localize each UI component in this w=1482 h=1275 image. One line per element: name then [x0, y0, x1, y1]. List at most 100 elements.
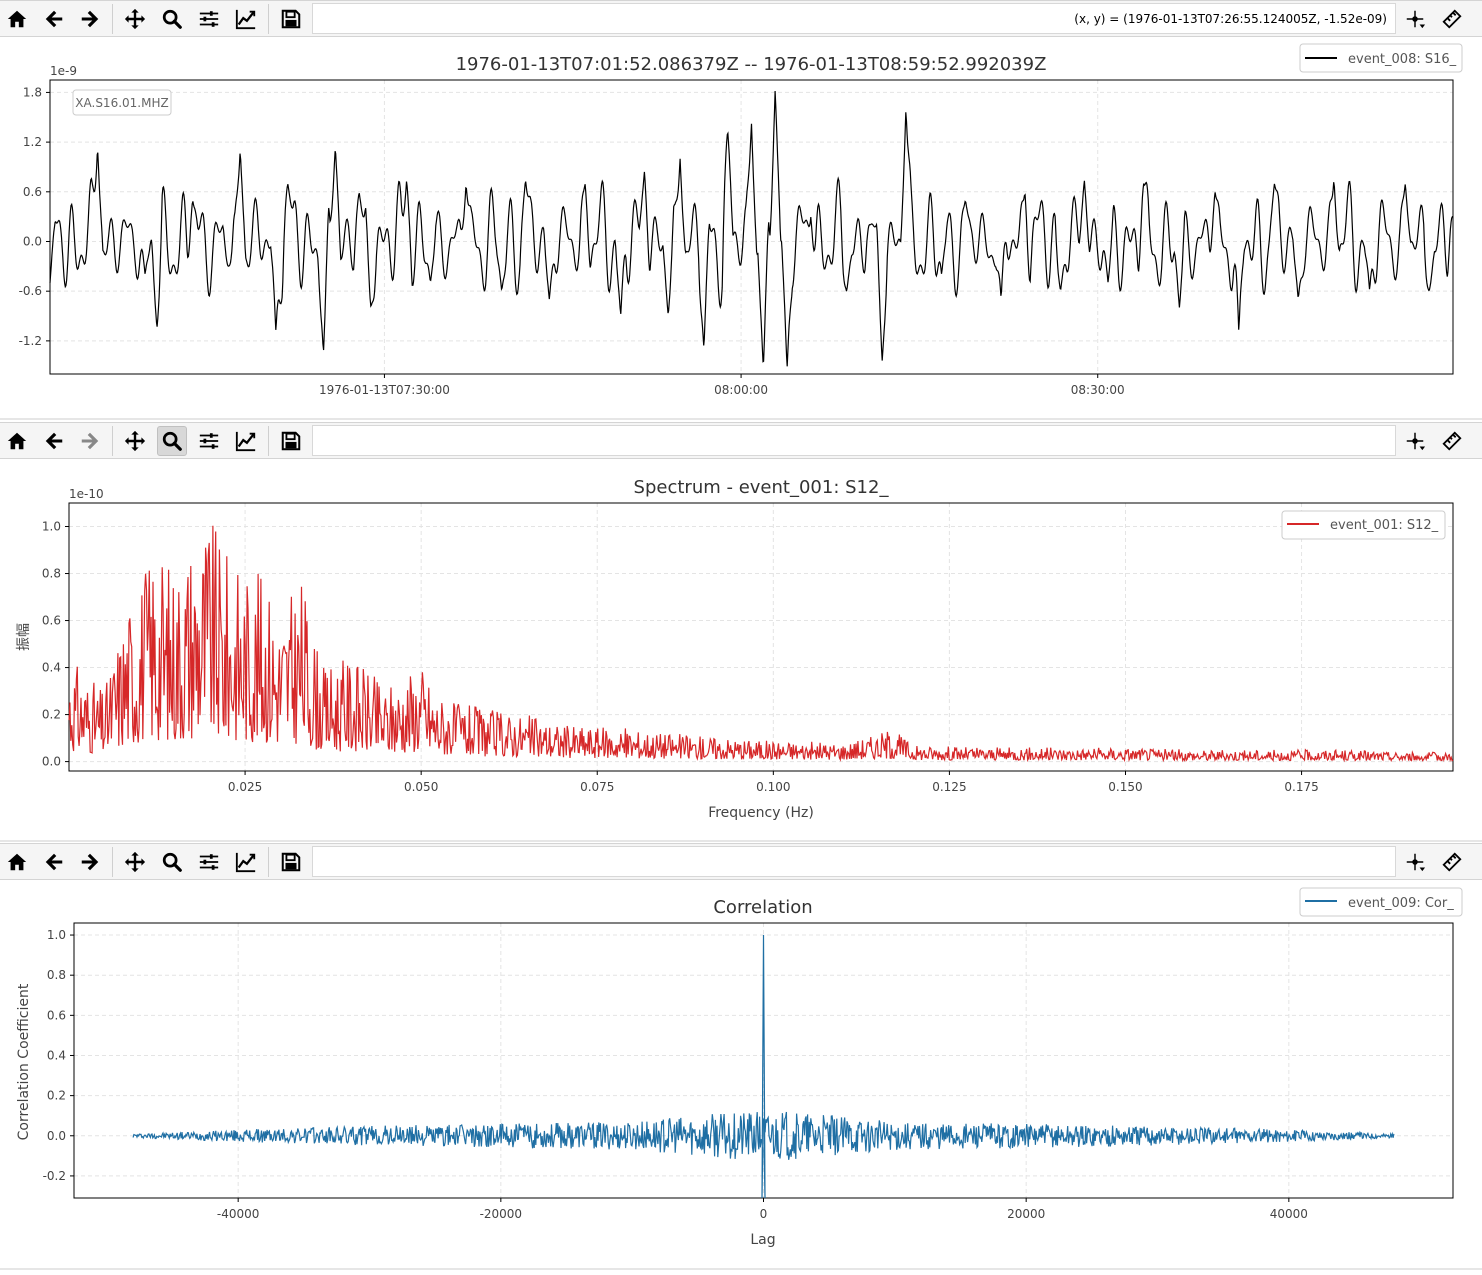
edit-axes-icon [235, 9, 256, 30]
y-offset-label: 1e-9 [50, 64, 77, 78]
pan-icon [124, 851, 146, 873]
y-tick-label: 0.2 [47, 1089, 66, 1103]
legend: event_008: S16_ [1299, 43, 1463, 73]
ruler-button[interactable] [1437, 847, 1467, 877]
configure-subplots-button[interactable] [194, 426, 224, 456]
panel-divider [0, 1268, 1482, 1270]
save-button[interactable] [276, 847, 306, 877]
toolbar-separator [112, 426, 113, 456]
crosshair-icon [1406, 432, 1426, 451]
configure-subplots-icon [199, 433, 219, 449]
pan-button[interactable] [120, 847, 150, 877]
spectrum-line [68, 525, 1454, 763]
panel-divider [0, 418, 1482, 420]
home-button[interactable] [2, 4, 32, 34]
x-tick-label: 40000 [1270, 1207, 1308, 1221]
legend-label: event_001: S12_ [1330, 518, 1439, 533]
coordinate-readout: (x, y) = (1976-01-13T07:26:55.124005Z, -… [1074, 12, 1387, 26]
ruler-button[interactable] [1437, 4, 1467, 34]
forward-icon [81, 853, 99, 871]
y-tick-label: 1.0 [42, 520, 61, 534]
crosshair-button[interactable] [1400, 847, 1430, 877]
back-button[interactable] [39, 426, 69, 456]
edit-axes-icon [235, 431, 256, 452]
zoom-button[interactable] [157, 4, 187, 34]
toolbar-separator [268, 847, 269, 877]
x-tick-label: 0 [760, 1207, 768, 1221]
toolbar-1: (x, y) = (1976-01-13T07:26:55.124005Z, -… [0, 0, 1482, 37]
zoom-button[interactable] [157, 847, 187, 877]
x-tick-label: 1976-01-13T07:30:00 [319, 383, 450, 397]
legend-label: event_009: Cor_ [1348, 896, 1454, 911]
x-tick-label: -40000 [217, 1207, 260, 1221]
edit-axes-icon [235, 852, 256, 873]
crosshair-button[interactable] [1400, 4, 1430, 34]
forward-button[interactable] [75, 4, 105, 34]
y-tick-label: -1.2 [19, 334, 42, 348]
ruler-icon [1442, 9, 1462, 29]
correlation-line [132, 934, 1395, 1199]
correlation-chart[interactable]: -0.2 0.0 0.2 0.4 0.6 0.8 1.0 -40000 -20000 0 2000… [0, 880, 1482, 1270]
plot-frame [68, 502, 1454, 772]
y-tick-label: 1.0 [47, 928, 66, 942]
back-button[interactable] [39, 4, 69, 34]
save-button[interactable] [276, 4, 306, 34]
y-axis-label: Correlation Coefficient [16, 983, 32, 1140]
station-label-box [72, 89, 172, 116]
waveform-chart[interactable]: 1.8 1.2 0.6 0.0 -0.6 -1.2 1976-01-13T07:30:00… [0, 37, 1482, 417]
x-tick-label: 0.150 [1108, 780, 1142, 794]
x-axis-label: Lag [750, 1232, 775, 1248]
pan-icon [124, 430, 146, 452]
home-button[interactable] [2, 847, 32, 877]
zoom-icon [162, 9, 182, 29]
y-tick-label: 0.4 [47, 1048, 66, 1062]
configure-subplots-button[interactable] [194, 847, 224, 877]
zoom-icon [162, 431, 182, 451]
save-icon [281, 852, 301, 872]
spectrum-chart[interactable]: 0.0 0.2 0.4 0.6 0.8 1.0 0.025 0.050 0.075 0.100 0… [0, 459, 1482, 839]
home-button[interactable] [2, 426, 32, 456]
edit-axes-button[interactable] [231, 847, 261, 877]
y-tick-label: -0.6 [19, 284, 42, 298]
crosshair-icon [1406, 10, 1426, 29]
forward-button[interactable] [75, 847, 105, 877]
y-tick-label: 0.0 [42, 755, 61, 769]
configure-subplots-icon [199, 11, 219, 27]
x-tick-label: 0.025 [228, 780, 262, 794]
y-tick-label: 0.6 [42, 614, 61, 628]
configure-subplots-button[interactable] [194, 4, 224, 34]
coords-field [312, 846, 1396, 877]
home-icon [7, 10, 27, 28]
y-tick-label: 1.2 [23, 135, 42, 149]
coords-field [312, 425, 1396, 456]
ruler-button[interactable] [1437, 426, 1467, 456]
pan-button[interactable] [120, 4, 150, 34]
toolbar-separator [268, 426, 269, 456]
zoom-button[interactable] [157, 426, 187, 456]
configure-subplots-icon [199, 854, 219, 870]
ruler-icon [1442, 852, 1462, 872]
edit-axes-button[interactable] [231, 4, 261, 34]
forward-button[interactable] [75, 426, 105, 456]
save-button[interactable] [276, 426, 306, 456]
crosshair-icon [1406, 853, 1426, 872]
crosshair-button[interactable] [1400, 426, 1430, 456]
y-tick-label: 0.6 [47, 1008, 66, 1022]
y-tick-label: 0.6 [23, 185, 42, 199]
legend-label: event_008: S16_ [1348, 52, 1457, 67]
x-tick-label: 0.125 [932, 780, 966, 794]
chart-title: Correlation [713, 897, 812, 918]
pan-button[interactable] [120, 426, 150, 456]
forward-icon [81, 10, 99, 28]
back-button[interactable] [39, 847, 69, 877]
x-axis-label: Frequency (Hz) [708, 805, 814, 821]
y-tick-label: 0.2 [42, 708, 61, 722]
save-icon [281, 9, 301, 29]
zoom-icon [162, 852, 182, 872]
station-label: XA.S16.01.MHZ [75, 96, 168, 110]
edit-axes-button[interactable] [231, 426, 261, 456]
y-tick-label: 0.8 [47, 968, 66, 982]
back-icon [45, 853, 63, 871]
coords-field: (x, y) = (1976-01-13T07:26:55.124005Z, -… [312, 3, 1396, 34]
x-tick-label: 0.175 [1284, 780, 1318, 794]
